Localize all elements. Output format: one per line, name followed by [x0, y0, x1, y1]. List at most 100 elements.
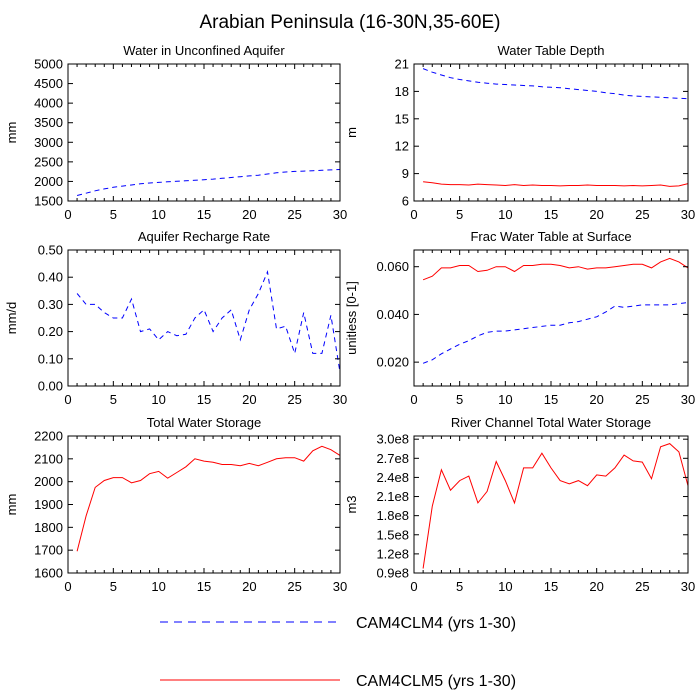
y-tick-label: 2000 — [34, 474, 63, 489]
x-tick-label: 10 — [151, 579, 165, 594]
x-tick-label: 25 — [287, 207, 301, 222]
legend-label-clm4: CAM4CLM4 (yrs 1-30) — [356, 615, 516, 632]
x-tick-label: 0 — [410, 579, 417, 594]
legend: CAM4CLM4 (yrs 1-30) CAM4CLM5 (yrs 1-30) — [160, 615, 516, 690]
y-tick-label: 1.8e8 — [376, 508, 409, 523]
panel-title: Water Table Depth — [498, 43, 605, 58]
y-tick-label: 0.20 — [38, 324, 63, 339]
y-tick-label: 1.5e8 — [376, 527, 409, 542]
x-tick-label: 20 — [589, 392, 603, 407]
plot-frame — [67, 63, 341, 202]
x-tick-label: 15 — [197, 392, 211, 407]
x-tick-label: 10 — [498, 579, 512, 594]
x-tick-label: 30 — [681, 579, 695, 594]
y-tick-label: 4500 — [34, 76, 63, 91]
y-tick-label: 3.0e8 — [376, 432, 409, 447]
y-axis-label: mm/d — [4, 302, 19, 335]
x-tick-label: 30 — [333, 392, 347, 407]
plot-frame — [413, 435, 689, 574]
x-tick-label: 10 — [151, 392, 165, 407]
panel-2: Water Table Depth m 0 5 10 15 20 25 30 6 9 12 15 18 21 — [344, 43, 695, 222]
y-tick-label: 0.040 — [376, 307, 409, 322]
x-tick-label: 5 — [456, 392, 463, 407]
panel-3: Aquifer Recharge Rate mm/d 0 5 10 15 20 25 30 0.0… — [4, 229, 347, 407]
y-axis-label: m — [344, 127, 359, 138]
x-tick-label: 30 — [681, 207, 695, 222]
x-tick-label: 25 — [287, 392, 301, 407]
x-tick-label: 20 — [242, 579, 256, 594]
series-line — [422, 302, 689, 364]
y-tick-label: 1700 — [34, 543, 63, 558]
figure-title: Arabian Peninsula (16-30N,35-60E) — [199, 12, 500, 33]
panel-title: Water in Unconfined Aquifer — [123, 43, 285, 58]
x-tick-label: 30 — [333, 579, 347, 594]
x-tick-label: 15 — [544, 392, 558, 407]
y-tick-label: 1500 — [34, 194, 63, 209]
panel-title: Frac Water Table at Surface — [470, 229, 631, 244]
y-tick-label: 3000 — [34, 135, 63, 150]
x-tick-label: 5 — [456, 579, 463, 594]
y-tick-label: 2000 — [34, 174, 63, 189]
series-line — [76, 445, 341, 552]
x-tick-label: 10 — [151, 207, 165, 222]
x-tick-label: 20 — [242, 207, 256, 222]
y-axis-label: unitless [0-1] — [344, 281, 359, 355]
y-tick-label: 1.2e8 — [376, 546, 409, 561]
x-tick-label: 25 — [635, 207, 649, 222]
y-tick-label: 0.020 — [376, 355, 409, 370]
x-tick-label: 5 — [110, 579, 117, 594]
x-tick-label: 15 — [544, 207, 558, 222]
x-tick-label: 0 — [64, 207, 71, 222]
x-tick-label: 25 — [287, 579, 301, 594]
y-tick-label: 0.00 — [38, 379, 63, 394]
y-tick-label: 5000 — [34, 57, 63, 72]
y-tick-label: 9 — [402, 166, 409, 181]
y-tick-label: 0.40 — [38, 270, 63, 285]
y-tick-label: 2500 — [34, 154, 63, 169]
x-tick-label: 0 — [64, 579, 71, 594]
x-tick-label: 20 — [589, 207, 603, 222]
legend-label-clm5: CAM4CLM5 (yrs 1-30) — [356, 673, 516, 690]
y-tick-label: 1800 — [34, 520, 63, 535]
x-tick-label: 20 — [589, 579, 603, 594]
x-tick-label: 5 — [456, 207, 463, 222]
x-tick-label: 10 — [498, 207, 512, 222]
x-tick-label: 15 — [544, 579, 558, 594]
y-tick-label: 2100 — [34, 451, 63, 466]
x-tick-label: 0 — [410, 392, 417, 407]
x-tick-label: 30 — [333, 207, 347, 222]
y-tick-label: 12 — [395, 139, 409, 154]
x-tick-label: 25 — [635, 579, 649, 594]
x-tick-label: 0 — [64, 392, 71, 407]
panel-title: River Channel Total Water Storage — [451, 415, 651, 430]
x-tick-label: 25 — [635, 392, 649, 407]
y-tick-label: 18 — [395, 84, 409, 99]
y-tick-label: 2200 — [34, 429, 63, 444]
y-tick-label: 0.50 — [38, 243, 63, 258]
series-line — [422, 68, 689, 100]
x-tick-label: 30 — [681, 392, 695, 407]
panel-title: Aquifer Recharge Rate — [138, 229, 270, 244]
y-tick-label: 0.060 — [376, 259, 409, 274]
y-tick-label: 0.9e8 — [376, 566, 409, 581]
series-line — [422, 257, 689, 281]
x-tick-label: 15 — [197, 207, 211, 222]
y-tick-label: 2.1e8 — [376, 489, 409, 504]
y-tick-label: 3500 — [34, 115, 63, 130]
plot-frame — [413, 63, 689, 202]
panel-4: Frac Water Table at Surface unitless [0-1… — [344, 229, 695, 407]
y-tick-label: 2.4e8 — [376, 470, 409, 485]
series-line — [422, 443, 689, 569]
y-tick-label: 2.7e8 — [376, 451, 409, 466]
x-tick-label: 0 — [410, 207, 417, 222]
panel-5: Total Water Storage mm 0 5 10 15 20 25 30 1600 170… — [4, 415, 347, 594]
x-tick-label: 20 — [242, 392, 256, 407]
y-tick-label: 1600 — [34, 566, 63, 581]
y-tick-label: 21 — [395, 57, 409, 72]
series-line — [423, 181, 689, 187]
y-axis-label: m3 — [344, 495, 359, 513]
plot-frame — [67, 435, 341, 574]
y-tick-label: 0.30 — [38, 297, 63, 312]
panel-6: River Channel Total Water Storage m3 0 5 10 1… — [344, 415, 695, 594]
